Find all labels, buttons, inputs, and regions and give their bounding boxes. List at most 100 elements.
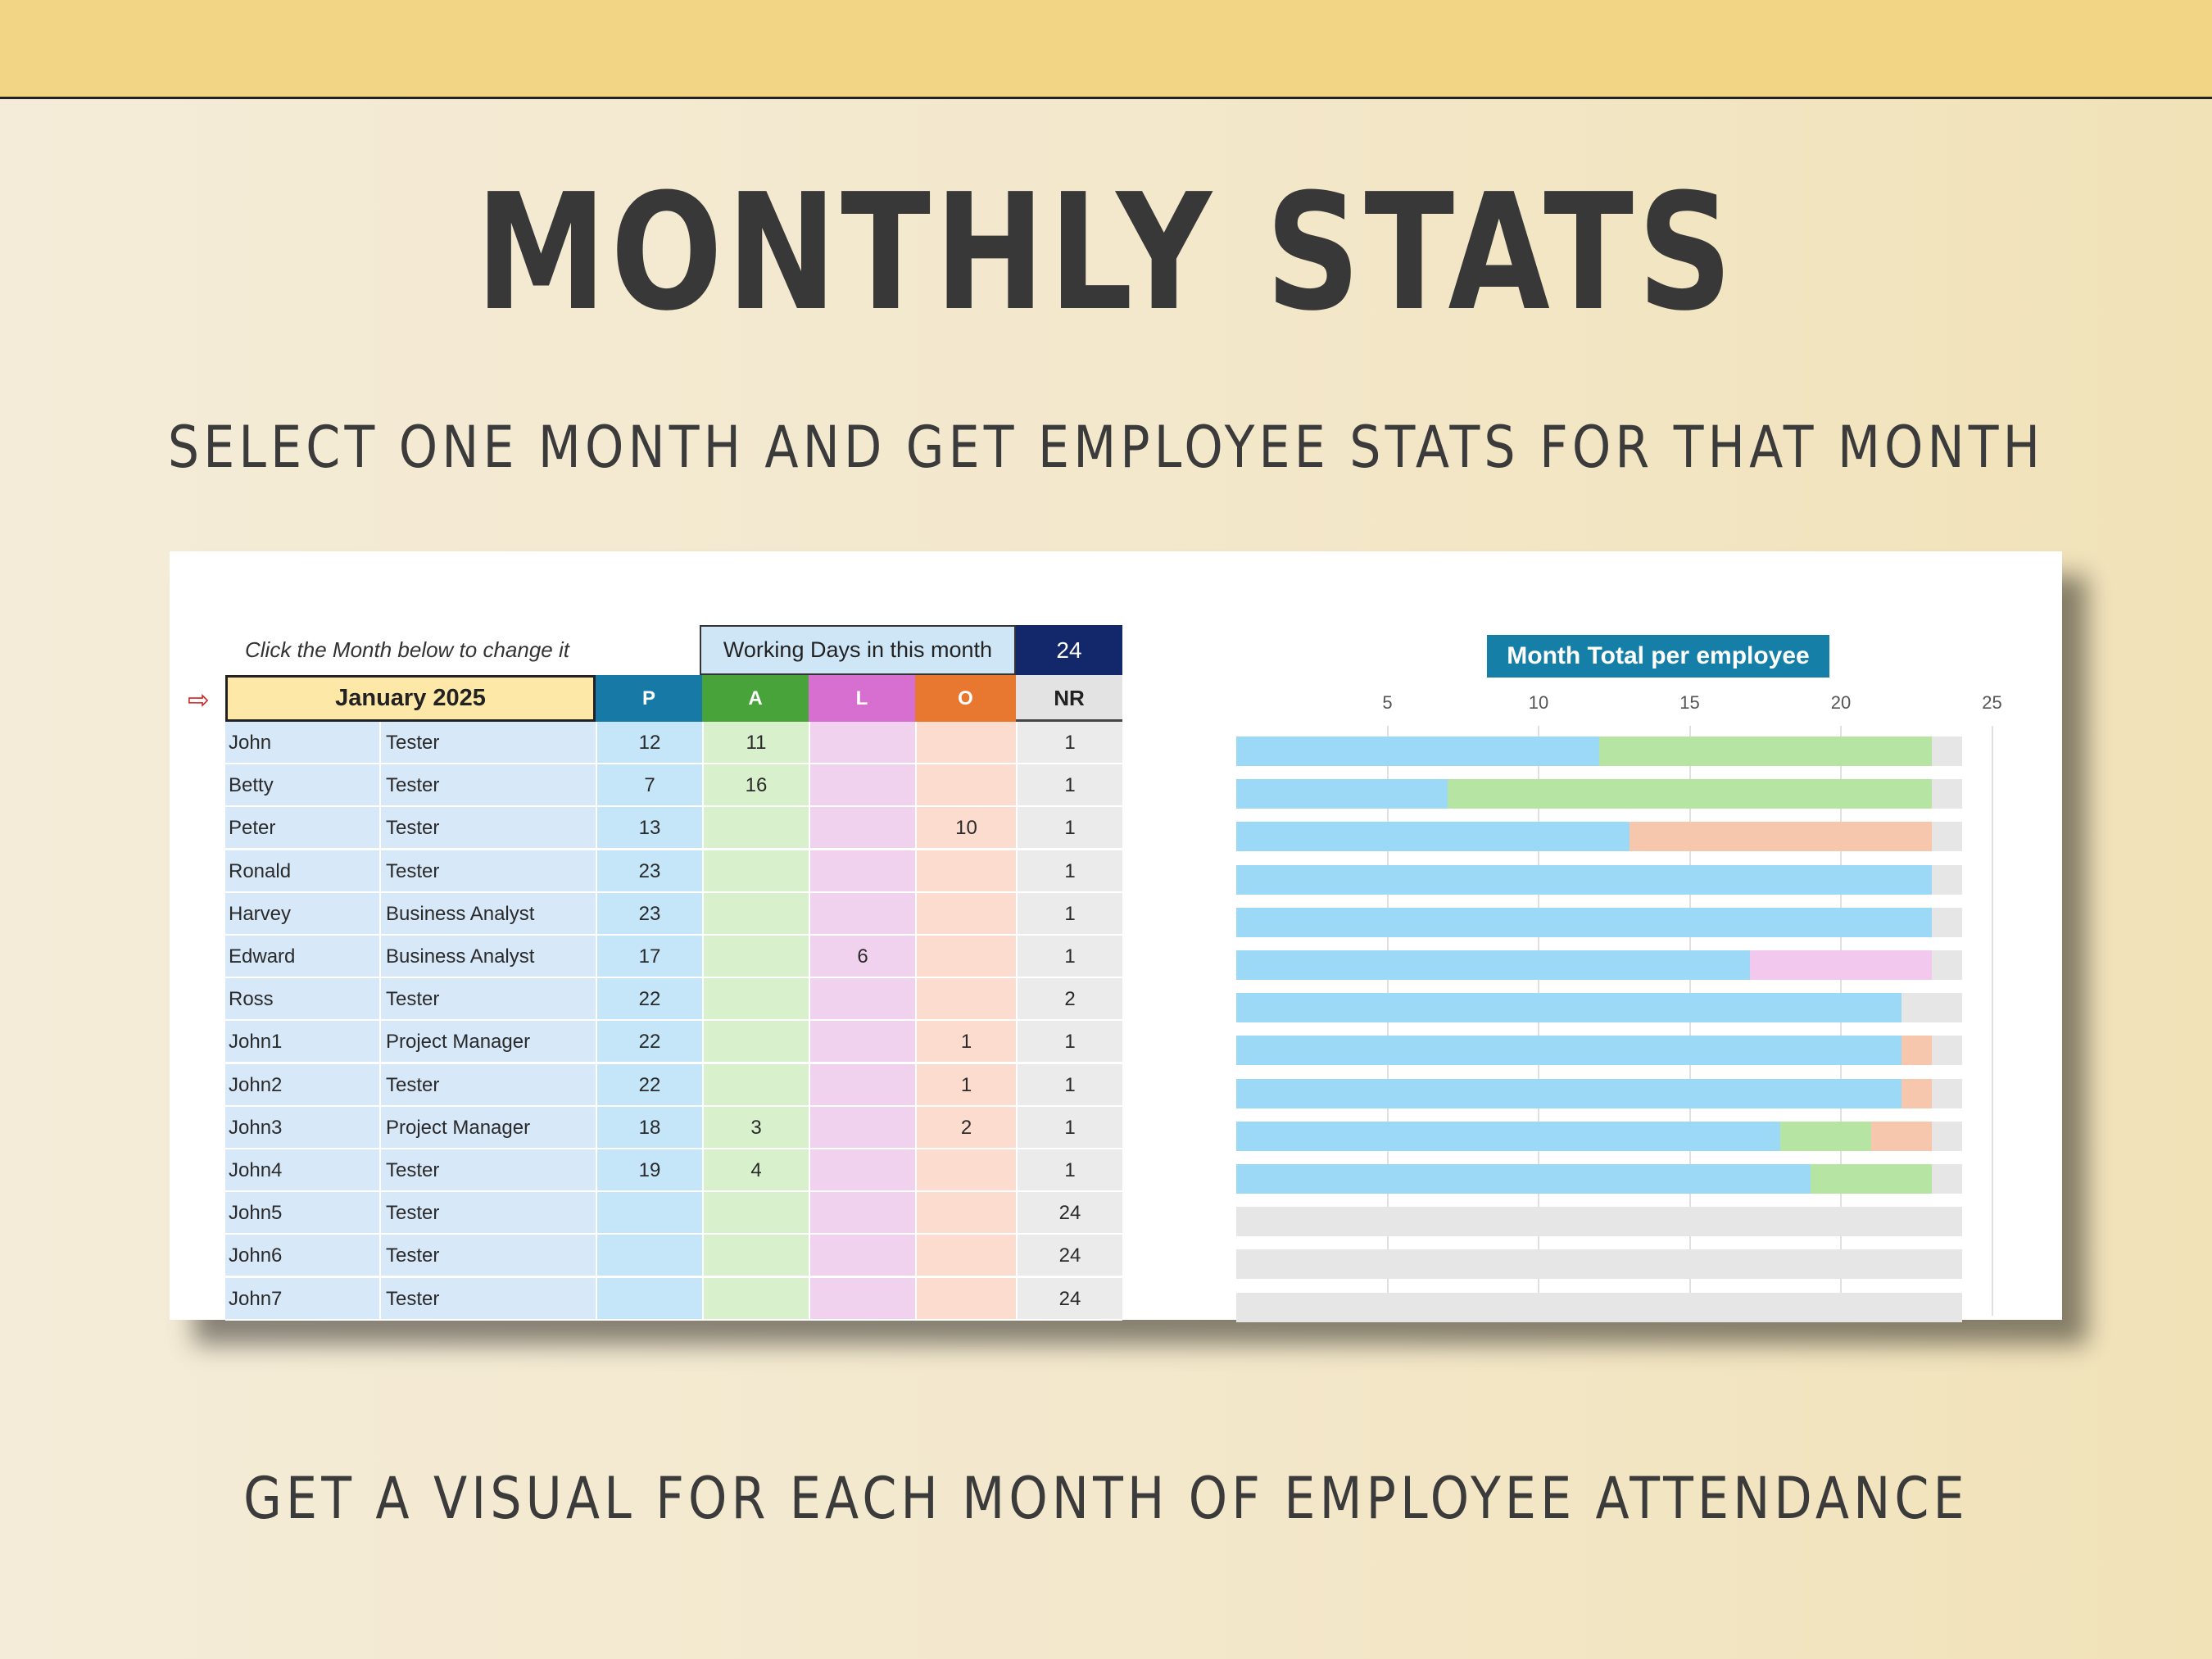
cell-other bbox=[915, 764, 1016, 808]
cell-absent bbox=[702, 978, 809, 1022]
cell-role: Tester bbox=[381, 978, 596, 1022]
bar-segment bbox=[1931, 779, 1962, 809]
cell-name: John3 bbox=[225, 1106, 381, 1149]
cell-present: 17 bbox=[596, 936, 702, 978]
cell-leave bbox=[809, 1063, 915, 1107]
working-days-value: 24 bbox=[1016, 625, 1122, 675]
cell-leave bbox=[809, 722, 915, 764]
bar-segment bbox=[1780, 1121, 1871, 1151]
cell-present: 12 bbox=[596, 722, 702, 764]
cell-leave bbox=[809, 764, 915, 808]
page-footer-caption: GET A VISUAL FOR EACH MONTH OF EMPLOYEE … bbox=[243, 1465, 1969, 1532]
cell-absent bbox=[702, 936, 809, 978]
cell-role: Tester bbox=[381, 1277, 596, 1321]
bar-segment bbox=[1811, 1164, 1932, 1194]
cell-present: 22 bbox=[596, 1021, 702, 1064]
table-row: John3 Project Manager 18 3 2 1 bbox=[225, 1106, 1122, 1149]
cell-present: 23 bbox=[596, 850, 702, 893]
cell-other bbox=[915, 892, 1016, 936]
cell-present: 13 bbox=[596, 807, 702, 850]
cell-name: Betty bbox=[225, 764, 381, 808]
table-row: Peter Tester 13 10 1 bbox=[225, 807, 1122, 850]
cell-other bbox=[915, 1235, 1016, 1278]
bar-segment bbox=[1870, 1121, 1932, 1151]
bar-segment bbox=[1931, 822, 1962, 852]
bar-segment bbox=[1236, 1164, 1811, 1194]
col-header-p: P bbox=[596, 675, 702, 722]
cell-role: Tester bbox=[381, 764, 596, 808]
cell-absent: 16 bbox=[702, 764, 809, 808]
cell-not-recorded: 1 bbox=[1016, 722, 1122, 764]
cell-absent bbox=[702, 1063, 809, 1107]
cell-leave bbox=[809, 1277, 915, 1321]
cell-not-recorded: 1 bbox=[1016, 936, 1122, 978]
bar-segment bbox=[1931, 907, 1962, 937]
bar-segment bbox=[1629, 822, 1932, 852]
cell-other bbox=[915, 1192, 1016, 1235]
table-row: Harvey Business Analyst 23 1 bbox=[225, 892, 1122, 936]
bar-segment bbox=[1236, 779, 1448, 809]
cell-other bbox=[915, 1277, 1016, 1321]
bar-segment bbox=[1236, 1121, 1781, 1151]
cell-role: Tester bbox=[381, 1235, 596, 1278]
table-row: John6 Tester 24 bbox=[225, 1235, 1122, 1278]
cell-leave bbox=[809, 1235, 915, 1278]
cell-name: Ross bbox=[225, 978, 381, 1022]
col-header-l: L bbox=[809, 675, 915, 722]
cell-other bbox=[915, 722, 1016, 764]
top-banner bbox=[0, 0, 2212, 99]
bar-segment bbox=[1236, 822, 1630, 852]
col-header-nr: NR bbox=[1016, 675, 1122, 722]
table-row: Betty Tester 7 16 1 bbox=[225, 764, 1122, 808]
cell-other: 2 bbox=[915, 1106, 1016, 1149]
col-header-o: O bbox=[915, 675, 1016, 722]
cell-name: John bbox=[225, 722, 381, 764]
bar-segment bbox=[1236, 1078, 1902, 1108]
cell-name: John7 bbox=[225, 1277, 381, 1321]
bar-segment bbox=[1901, 993, 1962, 1023]
cell-absent bbox=[702, 850, 809, 893]
cell-role: Project Manager bbox=[381, 1106, 596, 1149]
bar-segment bbox=[1931, 1078, 1962, 1108]
cell-not-recorded: 1 bbox=[1016, 1149, 1122, 1192]
bar-segment bbox=[1236, 1207, 1962, 1237]
cell-other bbox=[915, 936, 1016, 978]
cell-name: John1 bbox=[225, 1021, 381, 1064]
cell-not-recorded: 1 bbox=[1016, 850, 1122, 893]
x-tick-label: 10 bbox=[1528, 692, 1549, 713]
cell-present: 22 bbox=[596, 1063, 702, 1107]
page-subtitle: SELECT ONE MONTH AND GET EMPLOYEE STATS … bbox=[167, 414, 2045, 481]
table-row: Edward Business Analyst 17 6 1 bbox=[225, 936, 1122, 978]
table-row: John5 Tester 24 bbox=[225, 1192, 1122, 1235]
table-row: John1 Project Manager 22 1 1 bbox=[225, 1021, 1122, 1064]
cell-leave: 6 bbox=[809, 936, 915, 978]
cell-name: Edward bbox=[225, 936, 381, 978]
table-row: John Tester 12 11 1 bbox=[225, 722, 1122, 764]
cell-other bbox=[915, 850, 1016, 893]
cell-present: 23 bbox=[596, 892, 702, 936]
cell-not-recorded: 1 bbox=[1016, 764, 1122, 808]
cell-name: Harvey bbox=[225, 892, 381, 936]
bar-segment bbox=[1598, 737, 1932, 766]
cell-leave bbox=[809, 1106, 915, 1149]
bar-segment bbox=[1901, 1078, 1932, 1108]
cell-present: 18 bbox=[596, 1106, 702, 1149]
bar-segment bbox=[1931, 1036, 1962, 1066]
bar-segment bbox=[1448, 779, 1932, 809]
cell-present bbox=[596, 1192, 702, 1235]
month-hint: Click the Month below to change it bbox=[245, 637, 569, 662]
cell-role: Tester bbox=[381, 850, 596, 893]
bar-segment bbox=[1931, 1164, 1962, 1194]
cell-absent: 11 bbox=[702, 722, 809, 764]
cell-leave bbox=[809, 807, 915, 850]
table-row: John2 Tester 22 1 1 bbox=[225, 1063, 1122, 1107]
cell-leave bbox=[809, 850, 915, 893]
cell-not-recorded: 1 bbox=[1016, 807, 1122, 850]
cell-absent bbox=[702, 1192, 809, 1235]
month-selector[interactable]: January 2025 bbox=[225, 675, 596, 722]
working-days-label: Working Days in this month bbox=[700, 625, 1016, 675]
cell-other: 10 bbox=[915, 807, 1016, 850]
bar-segment bbox=[1931, 1121, 1962, 1151]
cell-present bbox=[596, 1277, 702, 1321]
cell-absent bbox=[702, 1235, 809, 1278]
